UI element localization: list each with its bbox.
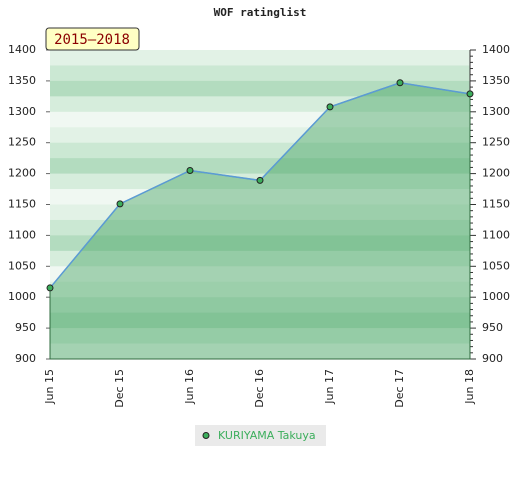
x-tick-label: Jun 15: [43, 369, 56, 405]
y2-tick-label: 1050: [482, 259, 510, 272]
y-tick-label: 1300: [8, 105, 36, 118]
point: [466, 90, 474, 98]
annotation: 2015–2018: [54, 32, 130, 48]
y2-tick-label: 1400: [482, 43, 510, 56]
x-tick-label: Dec 15: [113, 369, 126, 408]
background-stripe: [50, 297, 470, 314]
point: [326, 103, 334, 111]
legend-label: KURIYAMA Takuya: [218, 429, 316, 442]
background-stripe: [50, 204, 470, 221]
y2-tick-label: 1300: [482, 105, 510, 118]
y2-tick-label: 1250: [482, 136, 510, 149]
background-stripe: [50, 312, 470, 329]
background-stripe: [50, 328, 470, 345]
background-stripe: [50, 142, 470, 159]
legend-marker: [202, 432, 210, 439]
y2-tick-label: 1150: [482, 198, 510, 211]
background-stripe: [50, 266, 470, 283]
y-tick-label: 1400: [8, 43, 36, 56]
point: [396, 79, 404, 87]
y2-tick-label: 1100: [482, 228, 510, 241]
background-stripe: [50, 250, 470, 267]
x-tick-label: Jun 17: [323, 369, 336, 405]
background-stripe: [50, 127, 470, 144]
y2-tick-label: 900: [482, 352, 503, 365]
y-tick-label: 1350: [8, 74, 36, 87]
background-stripe: [50, 158, 470, 175]
x-tick-label: Jun 16: [183, 369, 196, 405]
y-tick-label: 1100: [8, 228, 36, 241]
y2-tick-label: 1350: [482, 74, 510, 87]
background-stripe: [50, 65, 470, 82]
y-tick-label: 1250: [8, 136, 36, 149]
background-stripe: [50, 111, 470, 128]
chart-title: WOF ratinglist: [214, 6, 307, 19]
background-stripe: [50, 80, 470, 97]
legend-box: [195, 425, 326, 446]
x-tick-label: Dec 17: [393, 369, 406, 408]
y-tick-label: 1150: [8, 198, 36, 211]
y2-tick-label: 1000: [482, 290, 510, 303]
y2-tick-label: 950: [482, 321, 503, 334]
background-stripe: [50, 189, 470, 205]
background-stripe: [50, 219, 470, 236]
background-stripe: [50, 281, 470, 298]
background-stripe: [50, 235, 470, 252]
point: [116, 200, 124, 208]
y-tick-label: 1200: [8, 167, 36, 180]
background-stripe: [50, 96, 470, 113]
y2-tick-label: 1200: [482, 167, 510, 180]
y-tick-label: 900: [15, 352, 36, 365]
background-stripe: [50, 50, 470, 66]
y-tick-label: 1000: [8, 290, 36, 303]
annotation-box: [45, 27, 140, 51]
y-tick-label: 1050: [8, 259, 36, 272]
y-tick-label: 950: [15, 321, 36, 334]
x-tick-label: Jun 18: [463, 369, 476, 405]
point: [256, 176, 264, 184]
point: [46, 284, 54, 292]
background-stripe: [50, 343, 470, 360]
x-tick-label: Dec 16: [253, 369, 266, 408]
point: [186, 167, 194, 175]
